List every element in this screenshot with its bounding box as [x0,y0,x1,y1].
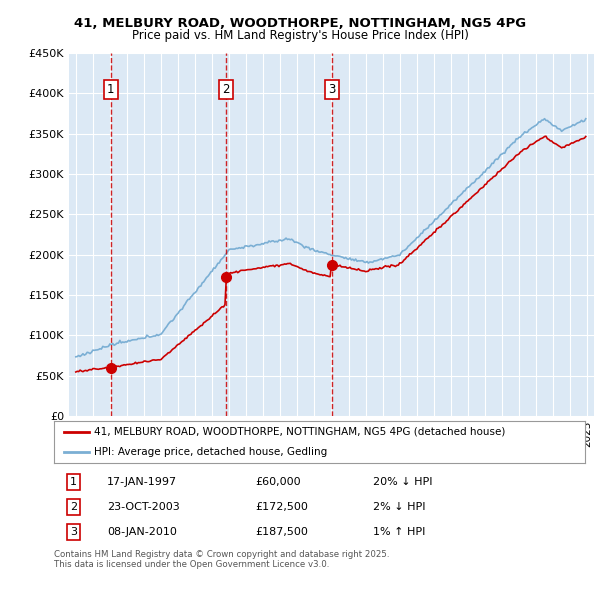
Text: 17-JAN-1997: 17-JAN-1997 [107,477,177,487]
Text: £60,000: £60,000 [256,477,301,487]
Text: 23-OCT-2003: 23-OCT-2003 [107,502,180,512]
Text: 41, MELBURY ROAD, WOODTHORPE, NOTTINGHAM, NG5 4PG: 41, MELBURY ROAD, WOODTHORPE, NOTTINGHAM… [74,17,526,30]
Text: 1: 1 [107,83,115,96]
Text: 1: 1 [70,477,77,487]
Text: £187,500: £187,500 [256,527,308,537]
Text: 1% ↑ HPI: 1% ↑ HPI [373,527,425,537]
Text: Price paid vs. HM Land Registry's House Price Index (HPI): Price paid vs. HM Land Registry's House … [131,30,469,42]
Text: 2% ↓ HPI: 2% ↓ HPI [373,502,425,512]
Text: 08-JAN-2010: 08-JAN-2010 [107,527,177,537]
Text: HPI: Average price, detached house, Gedling: HPI: Average price, detached house, Gedl… [94,447,327,457]
Text: Contains HM Land Registry data © Crown copyright and database right 2025.
This d: Contains HM Land Registry data © Crown c… [54,550,389,569]
Text: 2: 2 [222,83,230,96]
Text: £172,500: £172,500 [256,502,308,512]
Text: 3: 3 [70,527,77,537]
Text: 41, MELBURY ROAD, WOODTHORPE, NOTTINGHAM, NG5 4PG (detached house): 41, MELBURY ROAD, WOODTHORPE, NOTTINGHAM… [94,427,505,437]
Text: 20% ↓ HPI: 20% ↓ HPI [373,477,432,487]
Text: 2: 2 [70,502,77,512]
Text: 3: 3 [328,83,335,96]
